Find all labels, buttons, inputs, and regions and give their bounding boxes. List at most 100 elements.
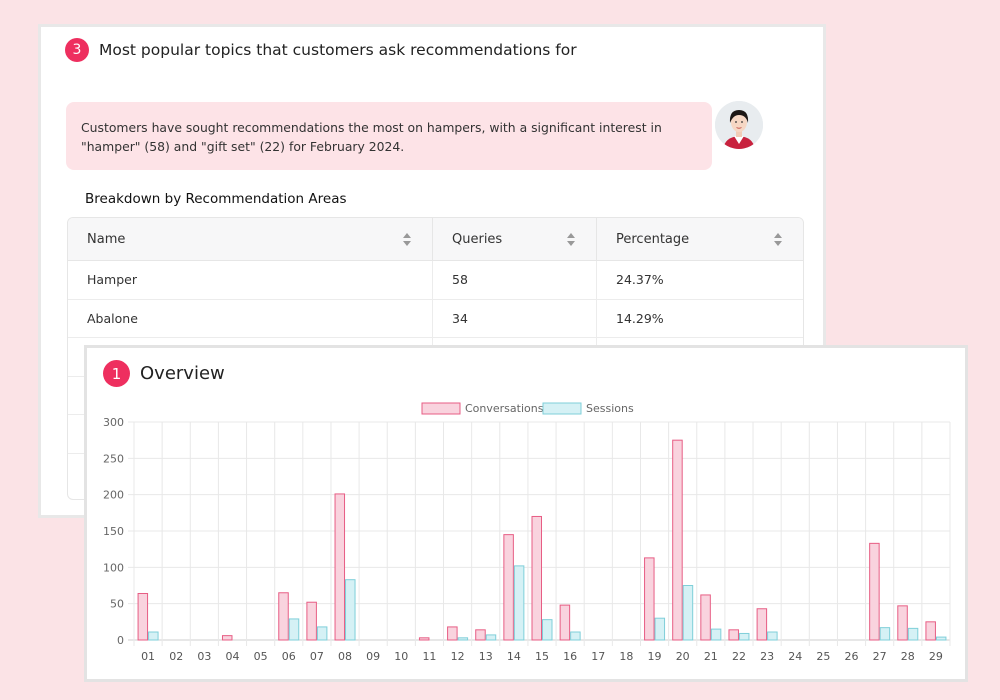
bar-conversations xyxy=(756,608,768,641)
x-tick-label: 01 xyxy=(141,650,155,663)
bar-sessions xyxy=(316,626,328,641)
bar-sessions xyxy=(513,565,525,641)
table-row: Hamper 58 24.37% xyxy=(68,261,803,300)
column-header-name[interactable]: Name xyxy=(68,218,433,261)
x-tick-label: 07 xyxy=(310,650,324,663)
x-tick-label: 12 xyxy=(451,650,465,663)
summary-bubble: Customers have sought recommendations th… xyxy=(66,102,712,170)
x-tick-label: 15 xyxy=(535,650,549,663)
bar-sessions xyxy=(710,628,722,641)
overview-title: Overview xyxy=(140,363,225,384)
bar-conversations xyxy=(278,592,289,641)
bar-conversations xyxy=(728,629,739,641)
x-tick-label: 24 xyxy=(788,650,802,663)
section-number-badge: 1 xyxy=(103,360,130,387)
x-tick-label: 08 xyxy=(338,650,352,663)
cell-percentage: 14.29% xyxy=(616,310,664,326)
bar-conversations xyxy=(531,515,542,641)
bar-sessions xyxy=(457,637,469,641)
x-tick-label: 28 xyxy=(901,650,915,663)
bar-sessions xyxy=(654,617,666,641)
bar-conversations xyxy=(559,604,571,641)
bar-sessions xyxy=(345,579,356,641)
legend-swatch xyxy=(542,402,582,415)
x-tick-label: 18 xyxy=(619,650,633,663)
bar-sessions xyxy=(485,634,497,641)
x-tick-label: 04 xyxy=(225,650,239,663)
bar-conversations xyxy=(869,542,880,641)
bar-sessions xyxy=(570,631,581,641)
x-tick-label: 25 xyxy=(816,650,830,663)
x-tick-label: 20 xyxy=(676,650,690,663)
bar-conversations xyxy=(137,592,149,641)
breakdown-title: Breakdown by Recommendation Areas xyxy=(85,191,347,207)
bar-sessions xyxy=(682,585,694,641)
y-tick-label: 100 xyxy=(103,561,124,574)
bar-sessions xyxy=(767,631,778,641)
bar-conversations xyxy=(418,637,430,641)
x-tick-label: 10 xyxy=(394,650,408,663)
x-tick-label: 16 xyxy=(563,650,577,663)
bar-sessions xyxy=(907,627,919,641)
bar-conversations xyxy=(447,626,458,641)
x-tick-label: 29 xyxy=(929,650,943,663)
y-tick-label: 150 xyxy=(103,525,124,538)
bar-conversations xyxy=(644,557,655,641)
bar-sessions xyxy=(738,632,750,641)
y-tick-label: 250 xyxy=(103,452,124,465)
y-tick-label: 300 xyxy=(103,416,124,429)
bar-conversations xyxy=(925,621,936,641)
column-header-percentage[interactable]: Percentage xyxy=(597,218,803,261)
sort-icon[interactable] xyxy=(567,233,575,246)
cell-percentage: 24.37% xyxy=(616,272,664,288)
x-tick-label: 26 xyxy=(845,650,859,663)
y-tick-label: 0 xyxy=(117,634,124,647)
x-tick-label: 03 xyxy=(197,650,211,663)
bar-conversations xyxy=(221,635,233,641)
assistant-avatar xyxy=(715,101,763,149)
cell-name: Hamper xyxy=(68,261,433,299)
x-tick-label: 27 xyxy=(873,650,887,663)
y-tick-label: 200 xyxy=(103,489,124,502)
sort-icon[interactable] xyxy=(403,233,411,246)
x-tick-label: 05 xyxy=(254,650,268,663)
bar-conversations xyxy=(897,605,908,641)
bar-conversations xyxy=(334,493,346,641)
overview-bar-chart: 0 50 100 150 200 250 300 01 02 03 04 05 06 07 08 09 10 11… xyxy=(103,402,951,663)
x-tick-label: 06 xyxy=(282,650,296,663)
bar-conversations xyxy=(700,594,711,641)
bar-sessions xyxy=(148,631,159,641)
x-tick-label: 11 xyxy=(422,650,436,663)
bar-sessions xyxy=(879,627,891,641)
bar-conversations xyxy=(503,534,514,641)
x-tick-label: 09 xyxy=(366,650,380,663)
x-tick-label: 13 xyxy=(479,650,493,663)
bar-sessions xyxy=(288,618,300,641)
x-tick-label: 19 xyxy=(648,650,662,663)
column-header-queries[interactable]: Queries xyxy=(433,218,597,261)
bar-conversations xyxy=(475,629,486,641)
overview-header: 1 Overview xyxy=(103,360,225,387)
section-number-badge: 3 xyxy=(65,38,89,62)
x-tick-label: 21 xyxy=(704,650,718,663)
bar-conversations xyxy=(306,601,317,641)
topics-header: 3 Most popular topics that customers ask… xyxy=(65,38,577,62)
table-header: Name Queries Percentage xyxy=(68,218,803,261)
cell-name: Abalone xyxy=(68,299,433,337)
bar-sessions xyxy=(935,636,947,641)
table-row: Abalone 34 14.29% xyxy=(68,299,803,338)
x-tick-label: 14 xyxy=(507,650,521,663)
cell-queries: 34 xyxy=(433,299,597,337)
cell-queries: 58 xyxy=(433,261,597,299)
x-tick-label: 17 xyxy=(591,650,605,663)
bar-sessions xyxy=(542,619,553,641)
x-tick-label: 02 xyxy=(169,650,183,663)
legend-label: Sessions xyxy=(586,402,634,415)
sort-icon[interactable] xyxy=(774,233,782,246)
x-tick-label: 22 xyxy=(732,650,746,663)
x-tick-label: 23 xyxy=(760,650,774,663)
bar-conversations xyxy=(672,439,683,641)
legend-label: Conversations xyxy=(465,402,544,415)
topics-title: Most popular topics that customers ask r… xyxy=(99,41,577,59)
overview-card: 1 Overview 0 50 100 150 200 250 300 01 02 03 04 05 0… xyxy=(84,345,968,682)
